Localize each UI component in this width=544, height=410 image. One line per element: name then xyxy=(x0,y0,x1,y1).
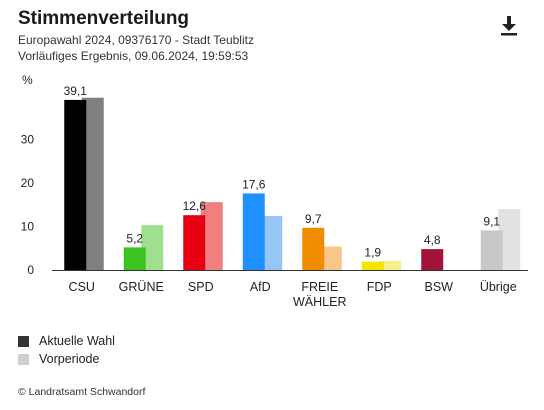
bar-previous xyxy=(200,202,223,270)
x-tick-label: FDP xyxy=(367,280,392,294)
download-icon-glyph xyxy=(501,16,517,36)
legend-item-current: Aktuelle Wahl xyxy=(18,333,115,349)
y-tick-label: 20 xyxy=(21,176,35,190)
y-axis-label: % xyxy=(22,73,33,87)
bar-current xyxy=(64,99,87,270)
bar-previous xyxy=(319,246,342,270)
bar-current xyxy=(123,247,146,270)
x-tick-label: FREIE xyxy=(301,280,338,294)
bar-previous xyxy=(498,209,521,270)
bar-value-label: 9,1 xyxy=(483,214,500,228)
bar-current xyxy=(183,215,206,270)
bar-previous xyxy=(260,216,283,270)
bar-value-label: 12,6 xyxy=(183,199,207,213)
bar-value-label: 39,1 xyxy=(64,84,88,98)
x-tick-label: CSU xyxy=(69,280,95,294)
legend-label-previous: Vorperiode xyxy=(39,352,100,366)
chart-title: Stimmenverteilung xyxy=(18,8,190,29)
bar-value-label: 1,9 xyxy=(364,246,381,260)
bar-previous xyxy=(141,225,164,270)
copyright-notice: © Landratsamt Schwandorf xyxy=(18,386,146,398)
y-tick-label: 30 xyxy=(21,133,35,147)
x-tick-label: WÄHLER xyxy=(293,295,346,309)
legend-item-previous: Vorperiode xyxy=(18,351,99,367)
bar-current xyxy=(302,227,325,270)
bar-current xyxy=(361,261,384,270)
x-tick-label: BSW xyxy=(425,280,454,294)
x-tick-label: SPD xyxy=(188,280,214,294)
bar-current xyxy=(480,230,503,270)
x-tick-label: GRÜNE xyxy=(119,280,164,294)
bar-current xyxy=(421,249,444,270)
bar-value-label: 9,7 xyxy=(305,212,322,226)
bar-value-label: 4,8 xyxy=(424,233,441,247)
y-tick-label: 0 xyxy=(27,263,34,277)
legend-swatch-previous xyxy=(18,353,29,365)
election-subtitle: Europawahl 2024, 09376170 - Stadt Teubli… xyxy=(18,33,254,47)
bar-chart: % 0 10 20 30 39,1 CSU 5,2 GRÜNE 12,6 SPD 17,6 AfD 9,7… xyxy=(21,73,528,309)
bar-current xyxy=(242,193,265,270)
y-tick-label: 10 xyxy=(21,220,35,234)
bar-value-label: 17,6 xyxy=(242,177,266,191)
result-timestamp: Vorläufiges Ergebnis, 09.06.2024, 19:59:… xyxy=(18,49,249,63)
bar-previous xyxy=(81,97,104,271)
bar-value-label: 5,2 xyxy=(126,231,143,245)
bar-previous xyxy=(379,260,402,270)
x-tick-label: Übrige xyxy=(480,280,517,294)
x-tick-label: AfD xyxy=(250,280,271,294)
download-icon[interactable] xyxy=(498,14,520,38)
legend-swatch-current xyxy=(18,335,29,347)
legend-label-current: Aktuelle Wahl xyxy=(39,334,115,348)
